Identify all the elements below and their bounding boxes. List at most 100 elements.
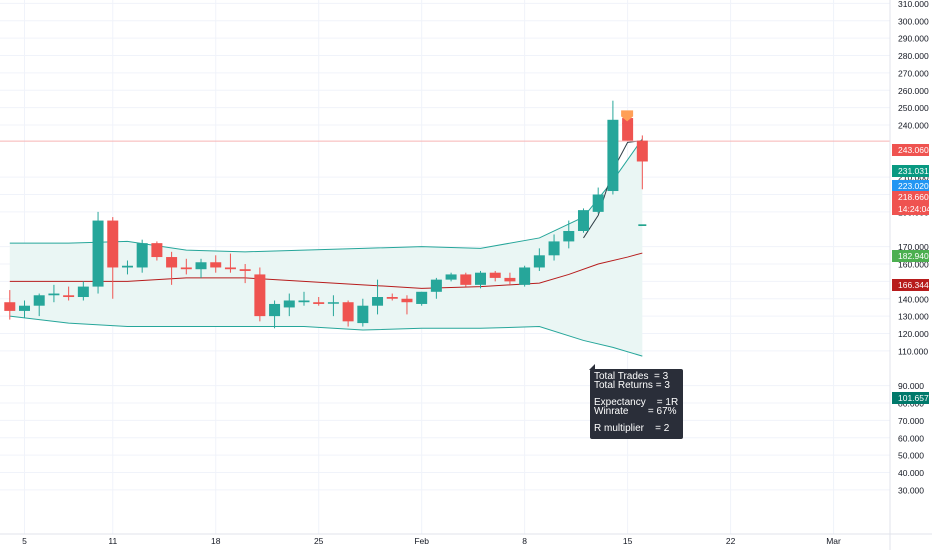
candle-body [386, 297, 398, 299]
candle-body [92, 220, 104, 287]
candle [151, 241, 163, 261]
candle-body [327, 302, 339, 304]
candle [92, 211, 104, 294]
x-axis-tick-label: Feb [414, 536, 429, 546]
x-axis-tick-label: 8 [522, 536, 527, 546]
y-axis-tick-label: 160.000 [898, 260, 929, 270]
candle [548, 234, 560, 261]
price-label: 231.031 [892, 165, 929, 177]
bollinger-band-fill [9, 138, 643, 357]
backtest-stats-tooltip: Total Trades = 3 Total Returns = 3 Expec… [589, 364, 683, 439]
candle-body [33, 295, 45, 306]
candle [533, 248, 545, 271]
y-axis-tick-label: 240.000 [898, 121, 929, 131]
candle-body [607, 119, 619, 192]
price-label-bg [892, 180, 929, 192]
candle [430, 277, 442, 299]
price-label-bg [892, 165, 929, 177]
price-label-text: 14:24:04 [898, 204, 931, 214]
x-axis-tick-label: 5 [22, 536, 27, 546]
price-label-text: 101.657 [898, 393, 929, 403]
candle-body [430, 279, 442, 292]
candle [313, 297, 325, 306]
bollinger-bands [9, 138, 643, 357]
candle [563, 220, 575, 249]
stats-r-multiplier: R multiplier = 2 [594, 423, 670, 434]
candle-body [269, 303, 281, 317]
y-axis-tick-label: 310.000 [898, 0, 929, 9]
candle-body [48, 293, 60, 296]
candle [254, 267, 266, 322]
price-label: 166.344 [892, 279, 929, 291]
y-axis-tick-label: 210.000 [898, 173, 929, 183]
candles [4, 100, 648, 329]
bollinger-lower-line [9, 315, 643, 357]
y-axis-tick-label: 130.000 [898, 312, 929, 322]
stats-winrate: Winrate = 67% [594, 406, 677, 417]
candle [224, 253, 236, 273]
y-axis[interactable]: 320.000310.000300.000290.000280.000270.0… [889, 0, 931, 550]
candle [166, 251, 178, 285]
candle-body [489, 272, 501, 278]
candle [592, 187, 604, 214]
y-axis-tick-label: 50.000 [898, 451, 924, 461]
candle-body [401, 298, 413, 303]
candle-body [342, 302, 354, 322]
price-label: 218.660 [892, 191, 929, 203]
candle [519, 265, 531, 287]
candle [33, 293, 45, 317]
stats-total-returns: Total Returns = 3 [594, 380, 670, 391]
candle [401, 295, 413, 315]
candle [607, 100, 619, 195]
candle-body [107, 220, 119, 268]
x-axis-tick-label: 15 [623, 536, 633, 546]
candle [386, 293, 398, 301]
price-label-bg [892, 144, 929, 156]
y-axis-tick-label: 110.000 [898, 346, 928, 356]
candle-body [136, 243, 148, 268]
candle-body [313, 302, 325, 304]
y-axis-tick-label: 120.000 [898, 329, 929, 339]
candle [636, 135, 648, 190]
x-axis[interactable]: 5 11 18 25 Feb 8 15 22 Mar [0, 533, 932, 546]
price-label-text: 166.344 [898, 280, 929, 290]
candle-body [180, 267, 192, 270]
y-axis-tick-label: 270.000 [898, 68, 929, 78]
y-axis-tick-label: 140.000 [898, 294, 929, 304]
candle [342, 300, 354, 327]
candle [372, 279, 384, 315]
y-axis-tick-label: 280.000 [898, 51, 929, 61]
candle [136, 239, 148, 273]
price-label-bg [892, 392, 929, 404]
candle-body [460, 274, 472, 285]
markers [621, 110, 647, 226]
candle-body [416, 291, 428, 304]
y-axis-tick-label: 30.000 [898, 485, 924, 495]
y-axis-tick-label: 40.000 [898, 468, 924, 478]
price-label-text: 231.031 [898, 166, 929, 176]
candle [19, 300, 30, 318]
x-axis-tick-label: 22 [726, 536, 736, 546]
x-axis-tick-label: 18 [211, 536, 221, 546]
candle [357, 298, 369, 327]
candle-body [210, 262, 222, 268]
price-label: 223.020 [892, 180, 929, 192]
candle-body [283, 300, 295, 308]
candle [195, 258, 207, 278]
y-axis-tick-label: 290.000 [898, 34, 929, 44]
candle-body [577, 210, 589, 231]
y-axis-tick-label: 170.000 [898, 242, 929, 252]
candle-body [151, 243, 163, 258]
candle-body [548, 241, 560, 256]
price-label-bg [892, 191, 929, 203]
candle-body [19, 305, 30, 311]
candle [489, 270, 501, 282]
y-axis-tick-label: 250.000 [898, 103, 929, 113]
candle [298, 291, 310, 306]
candle-body [592, 194, 604, 212]
candle [48, 284, 60, 303]
candle-body [166, 257, 178, 268]
y-axis-tick-label: 260.000 [898, 86, 929, 96]
